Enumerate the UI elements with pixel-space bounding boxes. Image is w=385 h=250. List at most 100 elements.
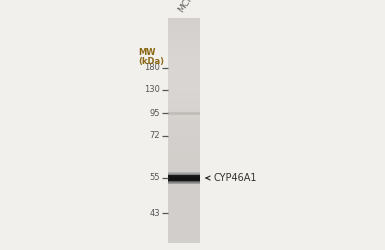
Bar (168, 160, 200, 162)
Bar (168, 34, 200, 35)
Bar (168, 175, 200, 181)
Bar (168, 105, 200, 107)
Bar (168, 136, 200, 137)
Bar (168, 162, 200, 164)
Bar (168, 238, 200, 239)
Bar (168, 113, 200, 115)
Bar (168, 172, 200, 173)
Bar (168, 182, 200, 183)
Bar (168, 44, 200, 46)
Bar (168, 173, 200, 174)
Bar (168, 228, 200, 230)
Bar (168, 29, 200, 31)
Bar (168, 218, 200, 220)
Bar (168, 40, 200, 42)
Bar (171, 112, 172, 114)
Bar (168, 179, 200, 181)
Bar (168, 174, 200, 175)
Bar (168, 228, 200, 229)
Bar (176, 112, 177, 114)
Bar (168, 80, 200, 81)
Bar (192, 112, 193, 114)
Bar (168, 233, 200, 235)
Bar (168, 195, 200, 196)
Bar (168, 45, 200, 46)
Bar (168, 222, 200, 224)
Bar (168, 96, 200, 98)
Bar (168, 194, 200, 196)
Text: 130: 130 (144, 86, 160, 94)
Bar (168, 101, 200, 102)
Bar (168, 155, 200, 156)
Bar (170, 112, 171, 114)
Bar (168, 48, 200, 50)
Bar (168, 60, 200, 62)
Bar (168, 176, 200, 177)
Bar (168, 183, 200, 184)
Bar (168, 142, 200, 144)
Bar (168, 68, 200, 70)
Bar (168, 177, 200, 179)
Bar (178, 112, 179, 114)
Bar (182, 112, 183, 114)
Bar (168, 121, 200, 123)
Bar (168, 60, 200, 61)
Bar (168, 232, 200, 234)
Bar (168, 186, 200, 188)
Bar (168, 22, 200, 24)
Bar (168, 95, 200, 97)
Bar (168, 116, 200, 117)
Bar (168, 230, 200, 231)
Bar (168, 188, 200, 190)
Bar (168, 220, 200, 221)
Bar (168, 183, 200, 184)
Bar (168, 81, 200, 82)
Bar (168, 185, 200, 186)
Text: MW: MW (138, 48, 156, 57)
Bar (168, 43, 200, 44)
Bar (168, 124, 200, 126)
Bar (168, 65, 200, 67)
Bar (168, 178, 200, 180)
Bar (168, 62, 200, 63)
Bar (168, 170, 200, 172)
Bar (168, 175, 200, 176)
Bar (168, 187, 200, 189)
Bar (168, 76, 200, 78)
Bar (168, 78, 200, 80)
Bar (168, 110, 200, 112)
Bar (168, 129, 200, 130)
Bar (168, 137, 200, 138)
Bar (168, 214, 200, 216)
Bar (168, 104, 200, 106)
Bar (168, 109, 200, 110)
Bar (168, 64, 200, 66)
Bar (168, 235, 200, 237)
Bar (177, 112, 178, 114)
Bar (168, 72, 200, 74)
Bar (168, 200, 200, 202)
Bar (168, 74, 200, 76)
Bar (191, 112, 192, 114)
Bar (168, 175, 200, 176)
Bar (168, 73, 200, 74)
Bar (180, 112, 181, 114)
Bar (168, 77, 200, 79)
Bar (168, 150, 200, 152)
Bar (168, 90, 200, 91)
Bar (168, 88, 200, 89)
Bar (168, 75, 200, 77)
Bar (168, 54, 200, 56)
Bar (168, 24, 200, 25)
Bar (168, 28, 200, 30)
Bar (168, 202, 200, 203)
Bar (168, 47, 200, 49)
Bar (168, 152, 200, 154)
Bar (168, 19, 200, 21)
Bar (174, 112, 175, 114)
Bar (168, 128, 200, 130)
Bar (168, 168, 200, 170)
Bar (168, 32, 200, 34)
Text: 72: 72 (149, 132, 160, 140)
Bar (168, 180, 200, 181)
